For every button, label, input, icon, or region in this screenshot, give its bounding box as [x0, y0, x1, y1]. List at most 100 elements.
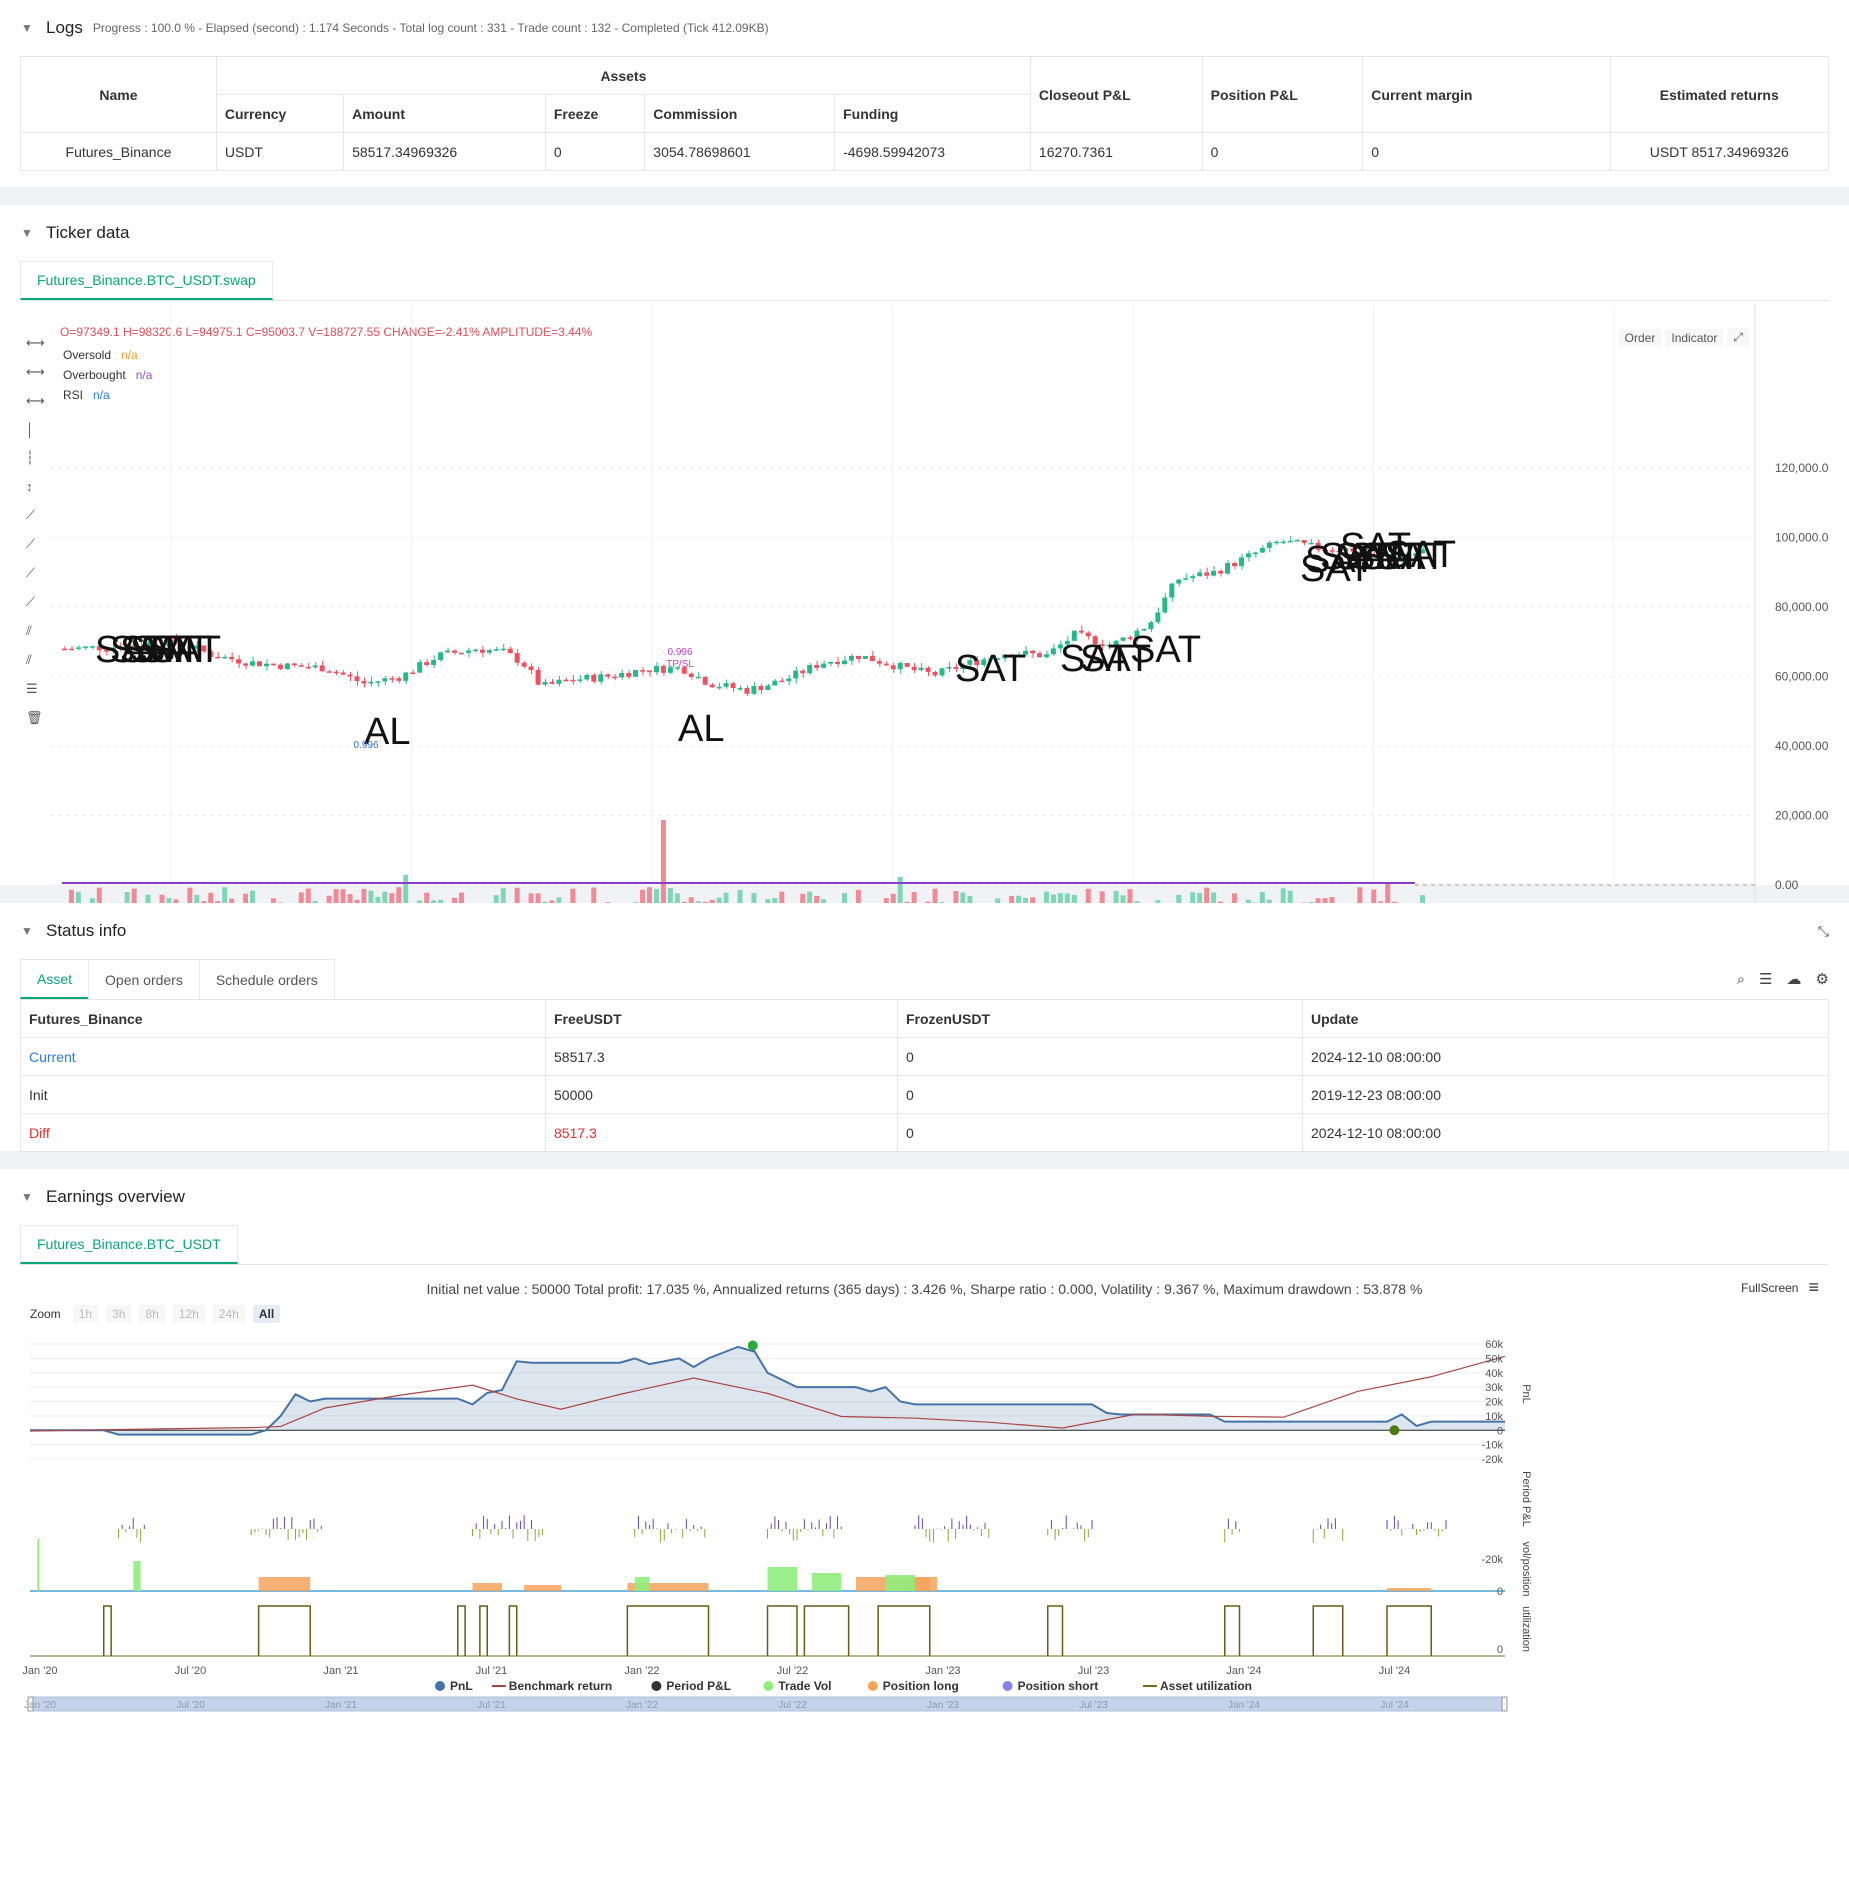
zoom-all[interactable]: All [252, 1305, 281, 1323]
status-header[interactable]: ▼ Status info ⤡ [20, 903, 1829, 959]
delete-icon[interactable]: 🗑 [26, 710, 43, 725]
parallel-channel-icon[interactable]: ⫽ [26, 623, 32, 638]
volume-bar [382, 891, 388, 905]
search-icon[interactable]: ⌕ [1736, 970, 1746, 988]
volume-bar [556, 897, 562, 905]
zoom-3h[interactable]: 3h [106, 1305, 132, 1323]
indicator-button[interactable]: Indicator [1665, 328, 1724, 347]
horizontal-segment-icon[interactable]: ⟷ [26, 393, 45, 408]
legend-label: Asset utilization [1160, 1679, 1252, 1693]
candle-body [1169, 583, 1175, 598]
candle-body [361, 681, 367, 684]
volume-bar [145, 894, 151, 905]
price-line-icon[interactable]: ⟋ [26, 594, 36, 609]
candle-body [215, 656, 221, 659]
trade-vol-bar [767, 1567, 797, 1591]
horizontal-line-icon[interactable]: ⟷ [26, 335, 45, 350]
col-update: Update [1302, 999, 1829, 1038]
candle-body [842, 660, 847, 664]
table-row: Diff 8517.3 0 2024-12-10 08:00:00 [20, 1113, 1829, 1152]
candle-body [507, 648, 513, 654]
legend-label: Benchmark return [509, 1679, 612, 1693]
volume-bar [953, 891, 959, 905]
volume-bar [514, 887, 520, 905]
gear-icon[interactable]: ⚙ [1815, 971, 1829, 988]
volume-bar [967, 895, 973, 905]
fullscreen-button[interactable]: FullScreen [1741, 1280, 1799, 1295]
fibonacci-icon[interactable]: ☰ [26, 681, 38, 696]
ticker-header[interactable]: ▼ Ticker data [20, 205, 1829, 261]
tab-earnings-symbol[interactable]: Futures_Binance.BTC_USDT [20, 1225, 238, 1264]
divider [0, 1151, 1849, 1169]
chevron-down-icon[interactable]: ▼ [21, 226, 33, 240]
tab-schedule-orders[interactable]: Schedule orders [198, 959, 335, 999]
chevron-down-icon[interactable]: ▼ [21, 1190, 33, 1204]
candle-body [1357, 551, 1363, 554]
util-step [803, 1605, 850, 1656]
x-tick-label: Jul '21 [476, 1665, 507, 1677]
volume-bar [389, 893, 395, 905]
volume-bar [995, 898, 1001, 905]
volume-bar [1371, 889, 1377, 905]
candle-body [257, 661, 262, 667]
candle-body [340, 672, 346, 675]
segment-line-icon[interactable]: ⟋ [26, 565, 36, 580]
candle-body [194, 645, 200, 649]
collapse-icon[interactable]: ⤡ [1817, 922, 1829, 939]
col-closeout: Closeout P&L [1029, 56, 1203, 133]
order-button[interactable]: Order [1618, 328, 1662, 347]
earnings-header[interactable]: ▼ Earnings overview [20, 1169, 1829, 1225]
list-icon[interactable]: ☰ [1759, 971, 1773, 988]
chevron-down-icon[interactable]: ▼ [21, 21, 33, 35]
horizontal-ray-icon[interactable]: ⟷ [26, 364, 45, 379]
fib-channel-icon[interactable]: ⫽ [26, 652, 32, 667]
col-amount: Amount [343, 94, 546, 133]
trade-vol-bar [133, 1561, 141, 1591]
zoom-8h[interactable]: 8h [139, 1305, 165, 1323]
buy-marker-label: AL [678, 708, 724, 750]
candle-body [431, 660, 437, 665]
trade-vol-bar [37, 1539, 40, 1591]
volume-bar [1266, 899, 1272, 905]
tab-open-orders[interactable]: Open orders [88, 959, 200, 999]
trend-line-icon[interactable]: ⟋ [26, 507, 36, 522]
candle-body [556, 679, 562, 684]
volume-bar [535, 893, 541, 905]
candle-body [1141, 628, 1147, 631]
vertical-line-icon[interactable]: │ [26, 422, 35, 437]
candle-body [465, 650, 471, 653]
candle-body [1420, 549, 1425, 554]
navigator-tick-label: Jan '22 [626, 1700, 658, 1711]
candle-body [1148, 622, 1154, 629]
volume-bar [883, 898, 889, 905]
volume-bar [1329, 897, 1335, 905]
candle-body [1162, 597, 1168, 613]
zoom-12h[interactable]: 12h [172, 1305, 205, 1323]
logs-header[interactable]: ▼ Logs Progress : 100.0 % - Elapsed (sec… [20, 0, 1829, 56]
tab-ticker-symbol[interactable]: Futures_Binance.BTC_USDT.swap [20, 261, 273, 300]
row-label-current[interactable]: Current [20, 1037, 546, 1076]
candle-body [626, 672, 632, 677]
candle-body [598, 674, 604, 682]
menu-icon[interactable]: ≡ [1808, 1277, 1819, 1297]
candle-body [117, 647, 123, 649]
tab-asset[interactable]: Asset [20, 959, 90, 999]
zoom-24h[interactable]: 24h [212, 1305, 245, 1323]
candle-body [1120, 637, 1126, 641]
volume-bar [1155, 900, 1161, 905]
cloud-download-icon[interactable]: ☁ [1786, 971, 1802, 988]
candle-body [1225, 563, 1230, 574]
earnings-chart: 60k 50k 40k 30k 20k 10k 0 -10k -20k -20k 0 0 Jan '20… [22, 1339, 1532, 1712]
expand-icon[interactable]: ⤢ [1727, 328, 1749, 347]
chevron-down-icon[interactable]: ▼ [21, 924, 33, 938]
vertical-ray-icon[interactable]: ┆ [26, 450, 34, 465]
candle-body [514, 653, 520, 663]
vertical-segment-icon[interactable]: ↕ [26, 479, 33, 494]
candle-body [1350, 548, 1356, 552]
volume-bar [1113, 891, 1119, 905]
ray-line-icon[interactable]: ⟋ [26, 536, 36, 551]
cell-returns: USDT 8517.34969326 [1609, 132, 1830, 171]
candle-body [667, 667, 673, 673]
candle-body [62, 648, 67, 651]
zoom-1h[interactable]: 1h [72, 1305, 99, 1323]
